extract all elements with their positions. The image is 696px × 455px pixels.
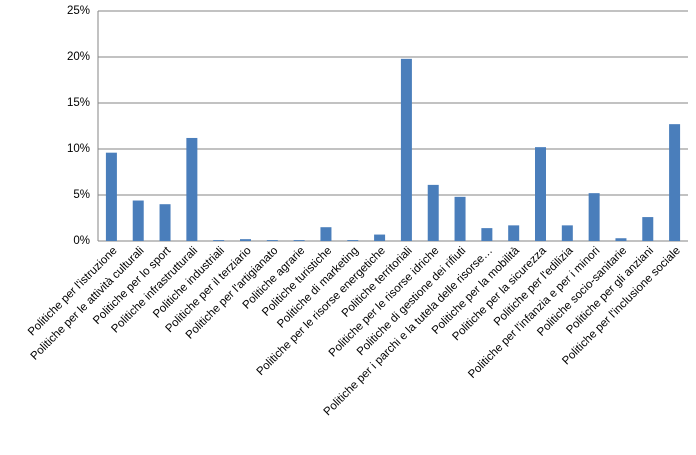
y-tick-label: 5% [73,189,90,201]
bar [374,234,386,241]
bar [535,147,546,241]
bar [669,124,681,241]
bar [132,200,144,241]
bar [320,227,332,241]
bar [561,225,573,241]
y-tick-label: 0% [73,235,90,247]
bar [240,239,251,241]
bar [266,240,278,241]
bar [400,58,412,242]
y-tick-label: 25% [67,5,90,17]
y-tick-label: 20% [67,51,90,63]
bar [427,184,439,241]
bar [615,238,627,241]
x-tick-label: Politiche per le attività culturali [29,245,147,363]
bar [105,152,117,241]
bar [159,204,171,241]
bar [508,225,520,241]
bar [186,137,198,241]
bar [454,196,466,241]
bar [642,217,654,241]
y-tick-label: 15% [67,97,90,109]
bar [481,228,493,241]
y-tick-label: 10% [67,143,90,155]
bar [213,240,225,241]
bar [588,193,600,241]
bar [347,240,359,241]
bar [293,240,305,241]
